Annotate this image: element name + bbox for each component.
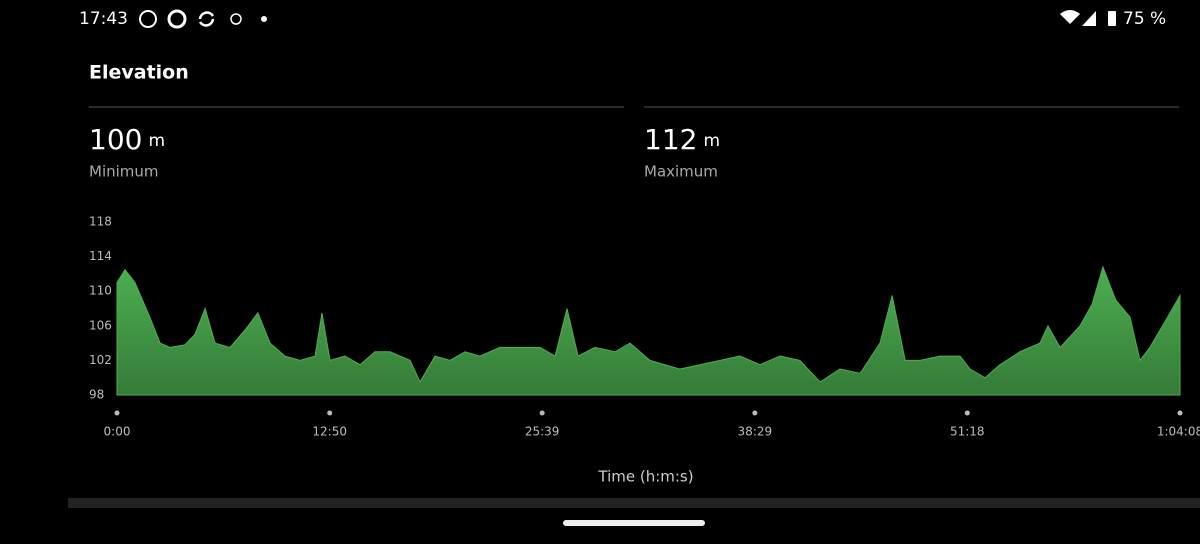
stat-label: Minimum	[89, 163, 159, 181]
x-tick	[114, 410, 120, 416]
stat-number: 100	[89, 123, 142, 156]
y-tick-label: 110	[89, 284, 112, 298]
x-tick	[327, 410, 333, 416]
stat-unit: m	[703, 131, 720, 151]
page-title: Elevation	[89, 62, 189, 84]
stat-number: 112	[644, 123, 697, 156]
x-axis-label: Time (h:m:s)	[597, 468, 693, 486]
x-tick-label: 12:50	[312, 425, 347, 439]
y-tick-label: 106	[89, 318, 112, 332]
x-tick-label: 38:29	[738, 425, 773, 439]
x-tick-label: 0:00	[104, 425, 131, 439]
x-tick	[539, 410, 545, 416]
stat-value: 112 m	[644, 123, 720, 156]
x-tick	[1177, 410, 1183, 416]
stat-label: Maximum	[644, 163, 718, 181]
y-tick-label: 98	[89, 388, 104, 402]
stat-unit: m	[148, 131, 165, 151]
x-tick-label: 25:39	[525, 425, 560, 439]
y-tick-label: 118	[89, 215, 112, 229]
x-tick-label: 51:18	[950, 425, 985, 439]
status-icons	[139, 9, 1116, 29]
clock: 17:43	[79, 9, 128, 29]
stat-value: 100 m	[89, 123, 165, 156]
battery-level: 75 %	[1123, 9, 1166, 29]
y-tick-label: 114	[89, 249, 112, 263]
x-tick	[964, 410, 970, 416]
x-tick-label: 1:04:08	[1157, 425, 1200, 439]
elevation-area	[116, 265, 1181, 396]
scrollbar	[68, 498, 1200, 508]
x-tick	[752, 410, 758, 416]
home-indicator[interactable]	[563, 520, 705, 526]
y-tick-label: 102	[89, 353, 112, 367]
